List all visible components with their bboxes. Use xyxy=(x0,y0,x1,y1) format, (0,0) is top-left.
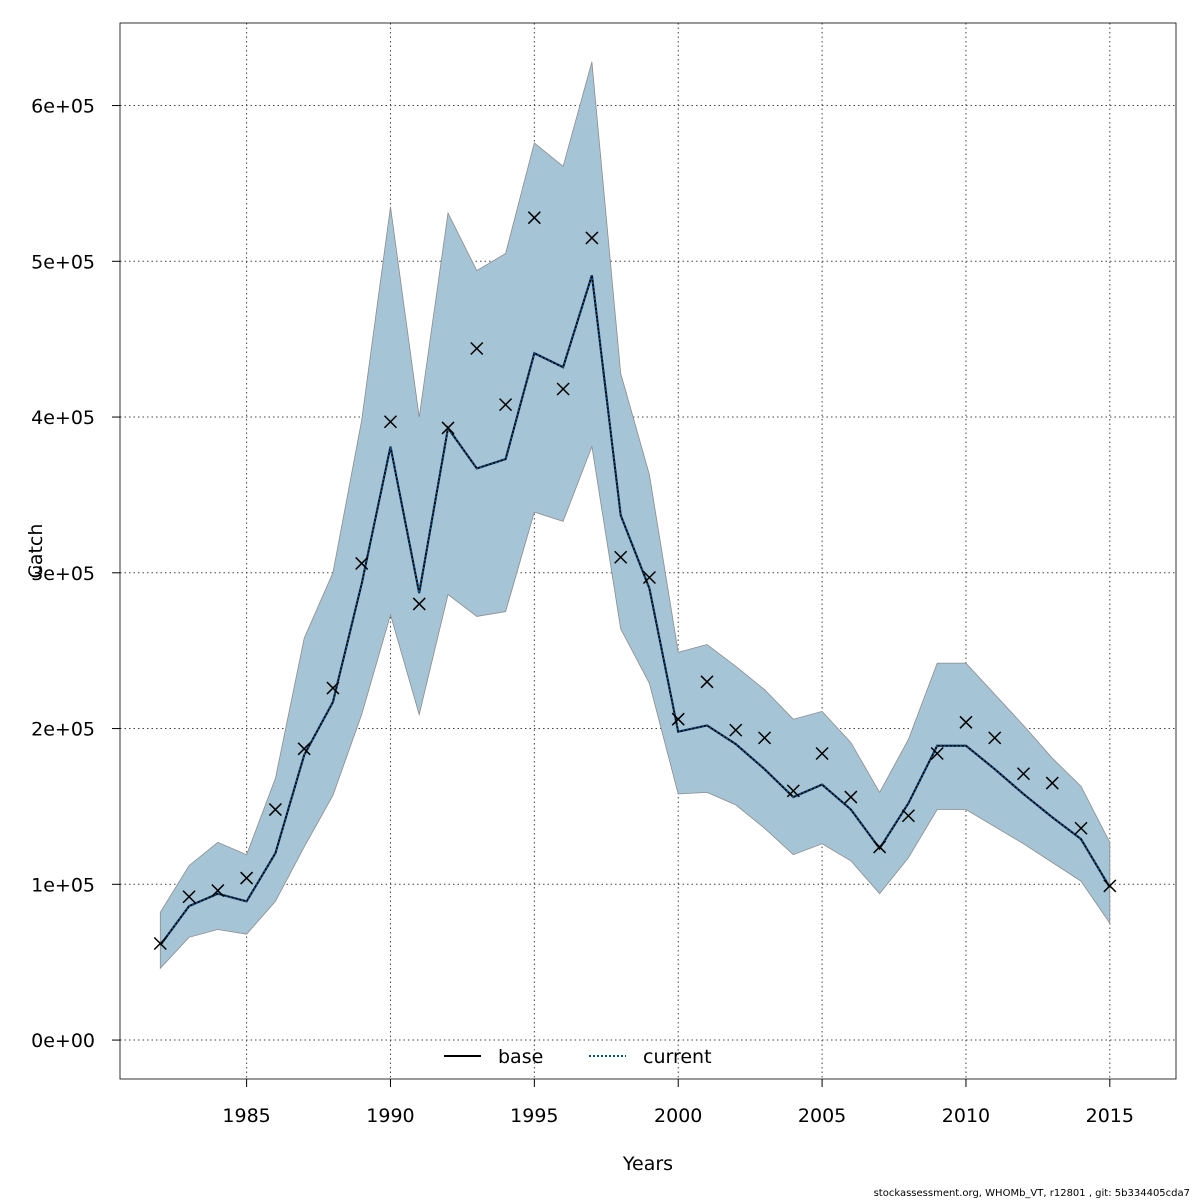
observed-point xyxy=(470,341,484,356)
x-tick-label: 2010 xyxy=(942,1105,990,1127)
x-axis-title: Years xyxy=(622,1153,673,1175)
confidence-band-area xyxy=(159,61,1111,970)
observed-points xyxy=(153,211,1117,951)
legend-label-current: current xyxy=(643,1046,712,1068)
legend-label-base: base xyxy=(498,1046,543,1068)
y-axis: 0e+00 1e+05 2e+05 3e+05 4e+05 5e+05 6e+05 xyxy=(31,96,120,1052)
observed-point xyxy=(1045,776,1059,790)
observed-point xyxy=(642,570,656,585)
x-tick-label: 1990 xyxy=(366,1105,414,1127)
x-tick-label: 2000 xyxy=(654,1105,702,1127)
plot-frame xyxy=(119,22,1177,1080)
confidence-band xyxy=(159,61,1111,970)
observed-point xyxy=(240,871,254,885)
observed-point xyxy=(585,231,599,245)
legend: base current xyxy=(444,1046,712,1068)
observed-point xyxy=(355,556,369,570)
observed-point xyxy=(901,809,915,823)
footer-credit: stockassessment.org, WHOMb_VT, r12801 , … xyxy=(873,1188,1190,1199)
observed-point xyxy=(930,746,944,761)
x-axis: 1985 1990 1995 2000 2005 2010 2015 xyxy=(222,1079,1134,1127)
observed-point xyxy=(959,715,973,729)
observed-point xyxy=(786,784,800,798)
x-tick-label: 1995 xyxy=(510,1105,558,1127)
observed-point xyxy=(758,731,772,745)
x-tick-label: 1985 xyxy=(222,1105,270,1127)
observed-point xyxy=(441,421,455,435)
observed-point xyxy=(614,550,628,564)
observed-point xyxy=(1016,767,1031,781)
observed-point xyxy=(297,742,311,756)
observed-point xyxy=(527,211,541,225)
y-axis-title: Catch xyxy=(25,524,47,579)
y-tick-label: 3e+05 xyxy=(31,563,95,585)
observed-point xyxy=(1103,879,1117,893)
observed-point xyxy=(383,415,398,429)
y-tick-label: 0e+00 xyxy=(31,1030,95,1052)
observed-point xyxy=(844,790,858,804)
y-tick-label: 1e+05 xyxy=(31,874,95,896)
x-tick-label: 2005 xyxy=(798,1105,846,1127)
y-tick-label: 4e+05 xyxy=(31,407,95,429)
observed-point xyxy=(499,398,513,412)
series-lines xyxy=(159,274,1111,946)
y-tick-label: 5e+05 xyxy=(31,251,95,273)
observed-point xyxy=(873,840,887,854)
observed-point xyxy=(268,803,282,817)
y-tick-label: 6e+05 xyxy=(31,96,95,118)
observed-point xyxy=(671,712,685,726)
observed-point xyxy=(153,936,167,951)
y-tick-label: 2e+05 xyxy=(31,719,95,741)
x-tick-label: 2015 xyxy=(1086,1105,1134,1127)
observed-point xyxy=(700,675,714,689)
observed-point xyxy=(729,723,743,737)
series-line-base xyxy=(159,275,1111,946)
observed-point xyxy=(815,746,829,761)
observed-point xyxy=(326,681,340,695)
observed-point xyxy=(988,731,1002,745)
observed-point xyxy=(182,890,196,904)
observed-point xyxy=(1074,821,1088,835)
observed-point xyxy=(211,884,225,898)
observed-point xyxy=(412,597,426,611)
observed-point xyxy=(556,382,570,396)
